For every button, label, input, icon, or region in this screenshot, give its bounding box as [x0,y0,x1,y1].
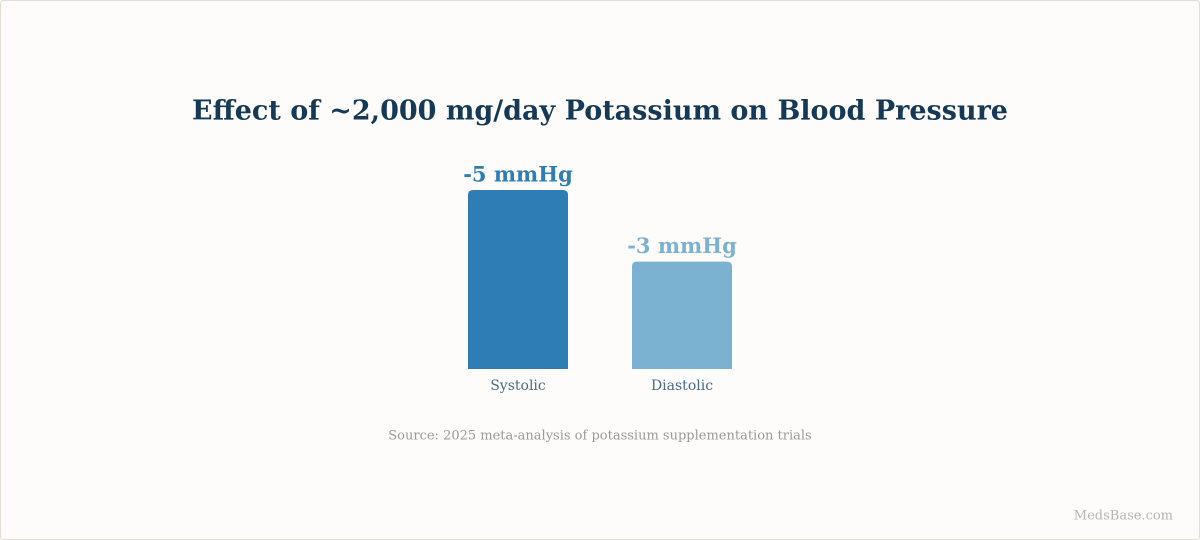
value-label: -5 mmHg [463,162,573,187]
value-label: -3 mmHg [627,233,737,258]
source-note: Source: 2025 meta-analysis of potassium … [388,429,811,444]
bar [632,261,732,369]
category-label: Systolic [490,378,546,394]
watermark: MedsBase.com [1074,509,1173,524]
chart-title: Effect of ~2,000 mg/day Potassium on Blo… [192,96,1008,127]
category-label: Diastolic [651,378,713,394]
bar [468,190,568,369]
